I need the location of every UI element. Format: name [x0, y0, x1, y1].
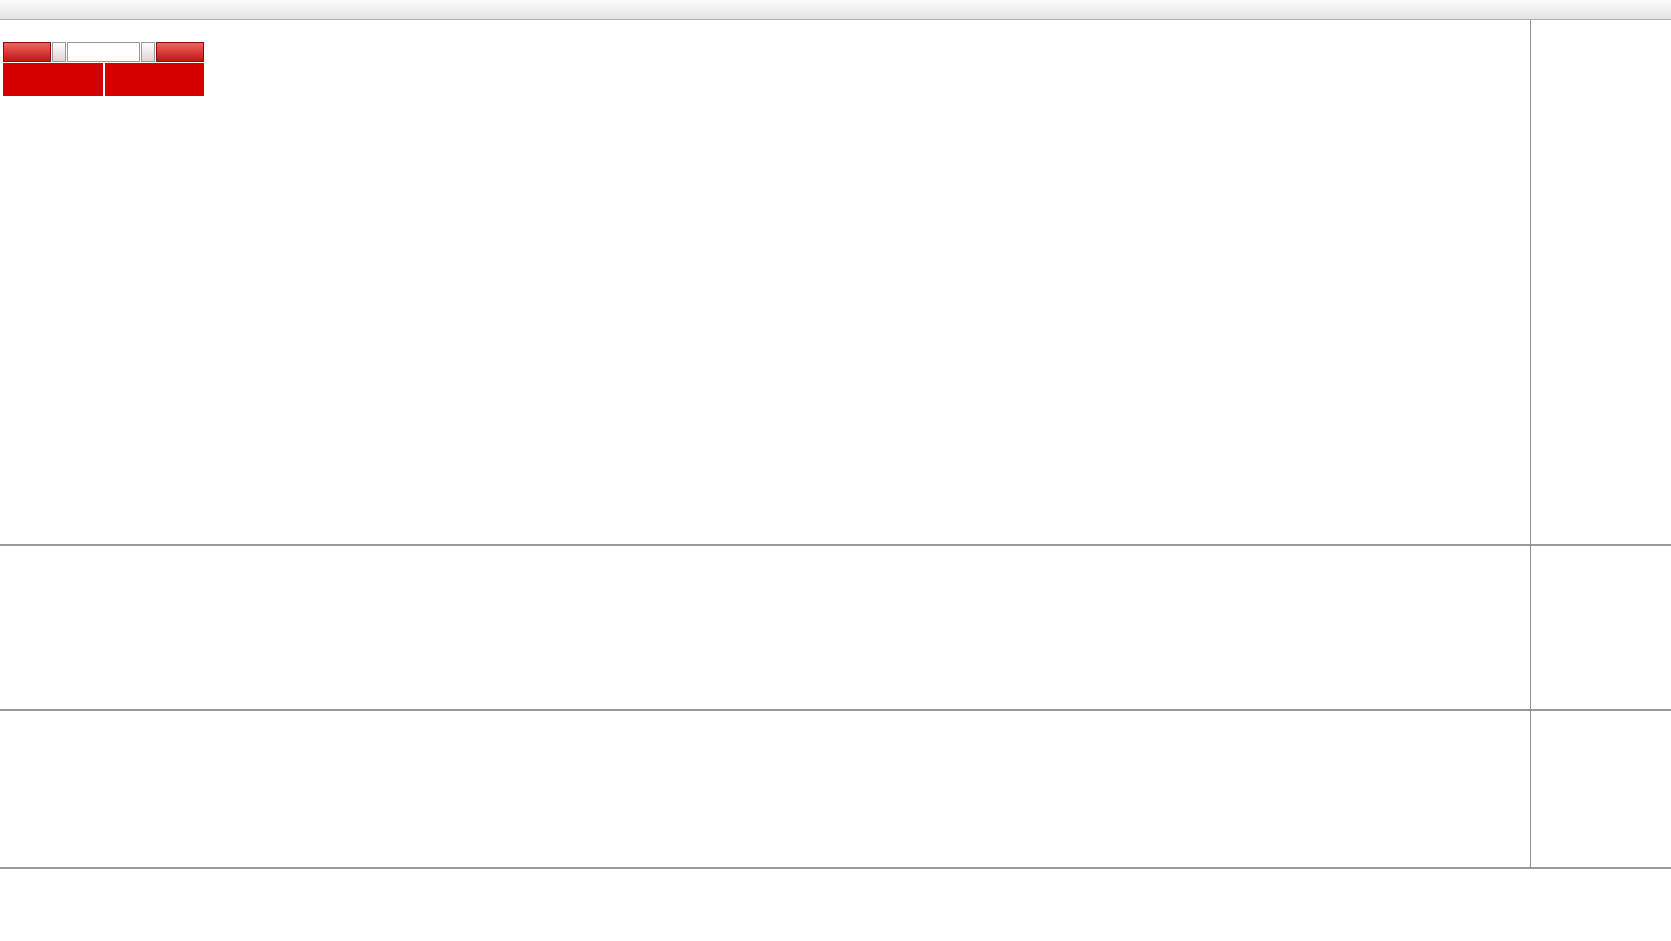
sell-price-display[interactable] — [3, 63, 103, 96]
time-axis-separator — [0, 867, 1671, 869]
buy-price-display[interactable] — [104, 63, 204, 96]
macd-indicator-label — [4, 548, 16, 560]
volume-up-button[interactable] — [141, 42, 155, 62]
toolbar — [0, 0, 1671, 20]
time-axis[interactable] — [0, 868, 1671, 888]
price-axis[interactable] — [1530, 20, 1671, 868]
one-click-trade-panel — [3, 42, 204, 96]
rsi-panel-separator[interactable] — [0, 709, 1671, 711]
sell-button[interactable] — [3, 42, 51, 62]
price-axis-border — [1530, 20, 1531, 868]
volume-input[interactable] — [67, 42, 140, 62]
volume-down-button[interactable] — [52, 42, 66, 62]
buy-button[interactable] — [156, 42, 204, 62]
rsi-indicator-label — [4, 712, 10, 724]
macd-panel-separator[interactable] — [0, 544, 1671, 546]
